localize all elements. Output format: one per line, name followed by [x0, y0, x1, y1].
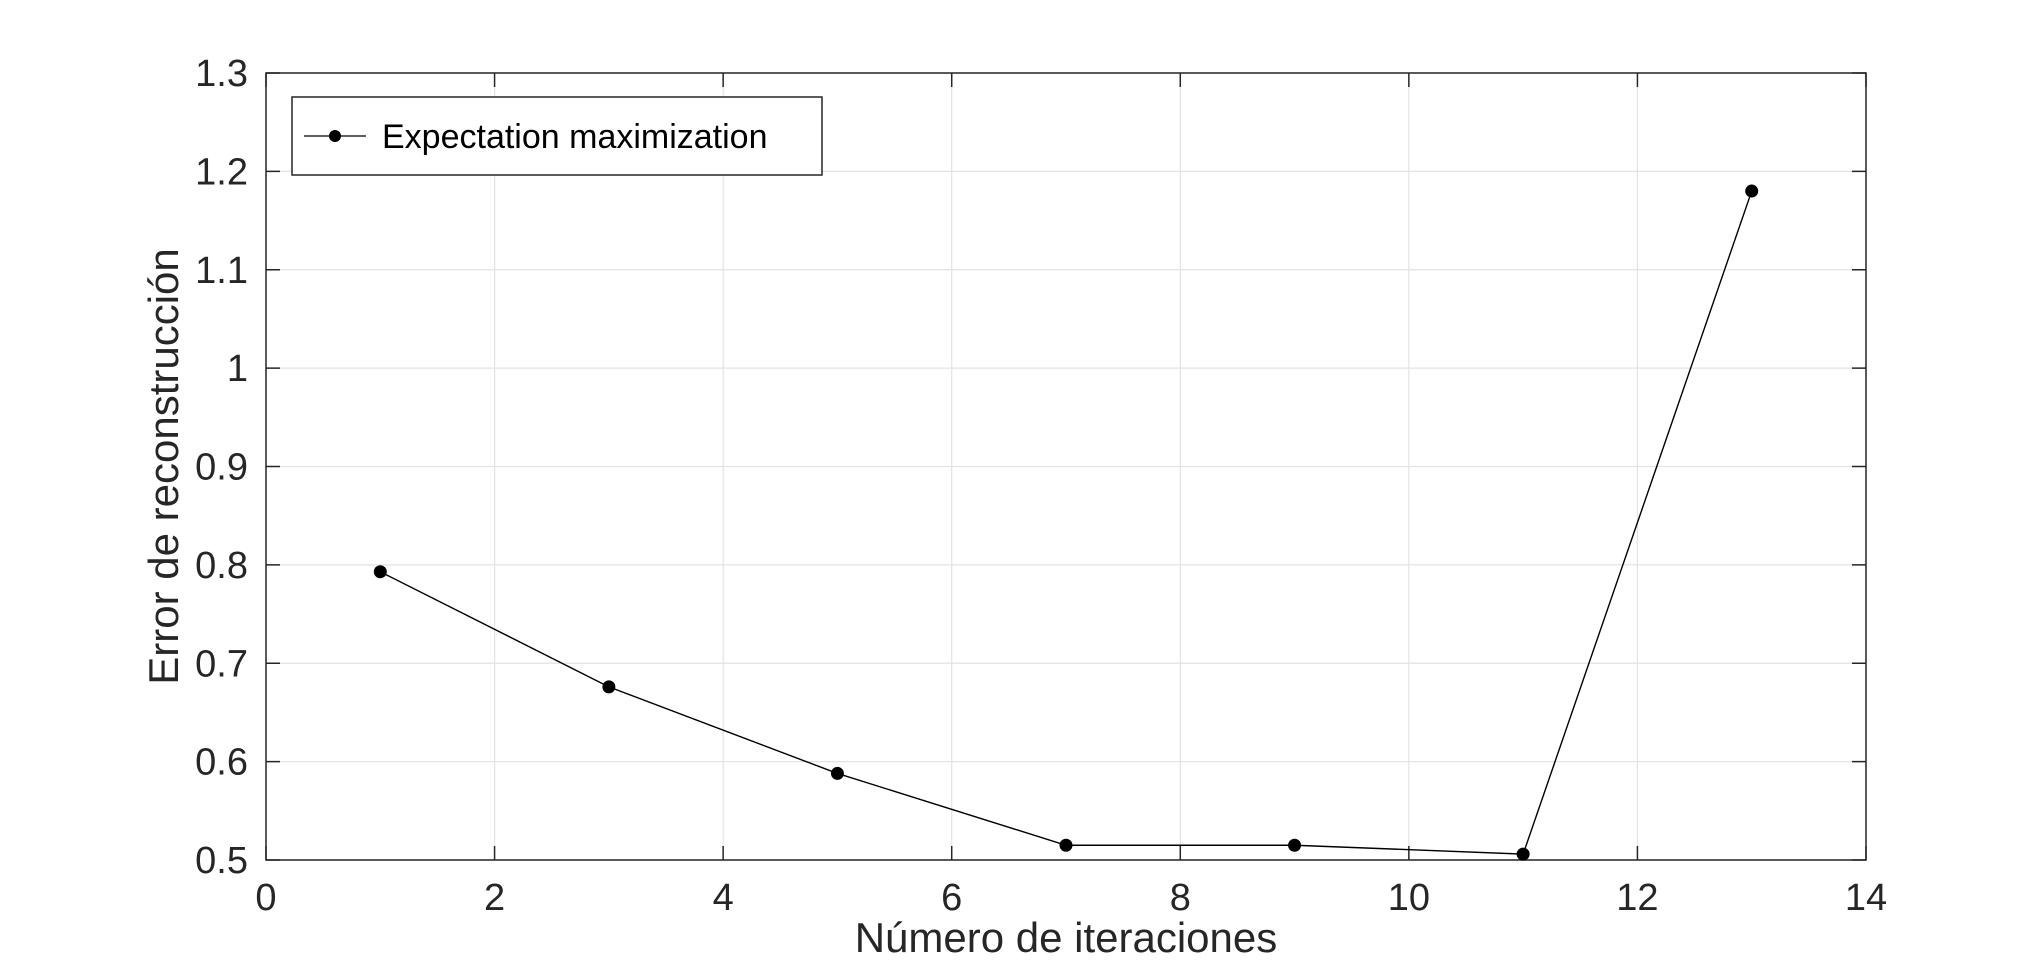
y-tick-label: 0.6 — [195, 742, 248, 784]
x-tick-label: 12 — [1616, 877, 1658, 919]
data-point — [1516, 847, 1530, 861]
data-point — [830, 766, 844, 780]
x-tick-label: 4 — [713, 877, 734, 919]
y-tick-label: 1.1 — [195, 250, 248, 292]
y-tick-label: 0.7 — [195, 643, 248, 685]
x-tick-label: 8 — [1170, 877, 1191, 919]
series-layer — [373, 184, 1759, 861]
legend-marker — [329, 130, 341, 142]
x-tick-label: 10 — [1388, 877, 1430, 919]
y-tick-labels: 0.5 0.6 0.7 0.8 0.9 1 1.1 1.2 1.3 — [195, 53, 248, 882]
x-tick-label: 14 — [1845, 877, 1887, 919]
data-point — [602, 680, 616, 694]
x-tick-labels: 0 2 4 6 8 10 12 14 — [255, 877, 1887, 919]
data-point — [1059, 838, 1073, 852]
legend: Expectation maximization — [291, 96, 823, 176]
data-point — [1745, 184, 1759, 198]
x-axis-label: Número de iteraciones — [855, 914, 1278, 957]
y-tick-label: 1.3 — [195, 53, 248, 95]
data-point — [373, 565, 387, 579]
x-tick-label: 6 — [941, 877, 962, 919]
y-tick-label: 0.5 — [195, 840, 248, 882]
y-tick-label: 1.2 — [195, 151, 248, 193]
y-tick-label: 0.8 — [195, 545, 248, 587]
y-tick-label: 0.9 — [195, 447, 248, 489]
legend-entry-label: Expectation maximization — [382, 118, 768, 156]
series-line — [379, 190, 1753, 855]
y-tick-label: 1 — [227, 348, 248, 390]
grid-lines — [265, 72, 1867, 861]
data-point — [1288, 838, 1302, 852]
x-tick-label: 2 — [484, 877, 505, 919]
axis-ticks — [265, 72, 1867, 861]
y-axis-label: Error de reconstrucción — [140, 248, 187, 685]
x-tick-label: 0 — [255, 877, 276, 919]
legend-box — [291, 96, 823, 176]
